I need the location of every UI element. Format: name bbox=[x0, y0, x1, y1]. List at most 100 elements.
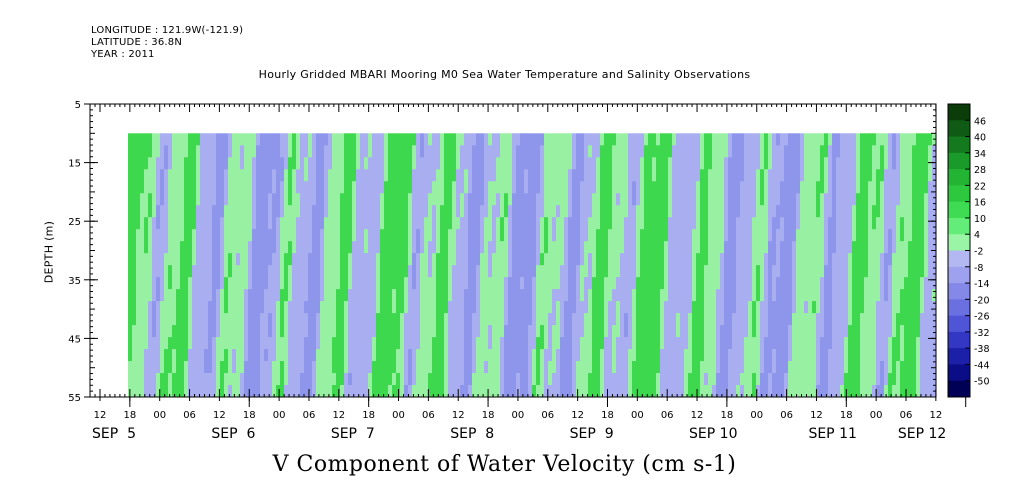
heatmap-cell bbox=[580, 277, 585, 290]
heatmap-cell bbox=[460, 265, 465, 278]
heatmap-cell bbox=[892, 157, 897, 170]
heatmap-cell bbox=[692, 265, 697, 278]
heatmap-cell bbox=[480, 253, 485, 266]
heatmap-cell bbox=[700, 193, 705, 206]
heatmap-cell bbox=[748, 229, 753, 242]
heatmap-cell bbox=[804, 361, 809, 374]
heatmap-cell bbox=[928, 349, 933, 362]
heatmap-cell bbox=[888, 325, 893, 338]
heatmap-cell bbox=[876, 181, 881, 194]
heatmap-cell bbox=[152, 313, 157, 326]
heatmap-cell bbox=[448, 205, 453, 218]
heatmap-cell bbox=[928, 325, 933, 338]
heatmap-cell bbox=[208, 253, 213, 266]
heatmap-cell bbox=[564, 253, 569, 266]
heatmap-cell bbox=[528, 313, 533, 326]
heatmap-cell bbox=[552, 373, 557, 386]
heatmap-cell bbox=[648, 133, 653, 146]
heatmap-cell bbox=[272, 193, 277, 206]
heatmap-cell bbox=[184, 349, 189, 362]
heatmap-cell bbox=[708, 385, 713, 397]
heatmap-cell bbox=[820, 361, 825, 374]
heatmap-cell bbox=[468, 169, 473, 182]
heatmap-cell bbox=[612, 385, 617, 397]
heatmap-cell bbox=[536, 265, 541, 278]
heatmap-cell bbox=[552, 361, 557, 374]
heatmap-cell bbox=[888, 385, 893, 397]
heatmap-cell bbox=[584, 193, 589, 206]
heatmap-cell bbox=[540, 157, 545, 170]
heatmap-cell bbox=[280, 373, 285, 386]
heatmap-cell bbox=[664, 385, 669, 397]
heatmap-cell bbox=[668, 265, 673, 278]
heatmap-cell bbox=[424, 337, 429, 350]
heatmap-cell bbox=[128, 169, 133, 182]
heatmap-cell bbox=[528, 349, 533, 362]
heatmap-cell bbox=[556, 193, 561, 206]
heatmap-cell bbox=[724, 349, 729, 362]
heatmap-cell bbox=[528, 133, 533, 146]
heatmap-cell bbox=[776, 217, 781, 230]
heatmap-cell bbox=[920, 229, 925, 242]
heatmap-cell bbox=[216, 361, 221, 374]
heatmap-cell bbox=[808, 157, 813, 170]
heatmap-cell bbox=[376, 289, 381, 302]
heatmap-cell bbox=[232, 349, 237, 362]
heatmap-cell bbox=[276, 313, 281, 326]
heatmap-cell bbox=[380, 337, 385, 350]
heatmap-cell bbox=[628, 169, 633, 182]
x-hour-label: 00 bbox=[870, 410, 883, 421]
heatmap-cell bbox=[436, 301, 441, 314]
heatmap-cell bbox=[828, 253, 833, 266]
heatmap-cell bbox=[692, 325, 697, 338]
heatmap-cell bbox=[796, 157, 801, 170]
heatmap-cell bbox=[448, 337, 453, 350]
heatmap-cell bbox=[244, 385, 249, 397]
heatmap-cell bbox=[368, 277, 373, 290]
heatmap-cell bbox=[276, 277, 281, 290]
heatmap-cell bbox=[844, 253, 849, 266]
heatmap-cell bbox=[664, 133, 669, 146]
heatmap-cell bbox=[528, 289, 533, 302]
heatmap-cell bbox=[752, 361, 757, 374]
heatmap-cell bbox=[408, 217, 413, 230]
heatmap-cell bbox=[492, 181, 497, 194]
heatmap-cell bbox=[596, 373, 601, 386]
heatmap-cell bbox=[436, 133, 441, 146]
heatmap-cell bbox=[168, 361, 173, 374]
heatmap-cell bbox=[740, 265, 745, 278]
heatmap-cell bbox=[232, 289, 237, 302]
heatmap-cell bbox=[144, 157, 149, 170]
heatmap-cell bbox=[684, 193, 689, 206]
heatmap-cell bbox=[608, 325, 613, 338]
heatmap-cell bbox=[916, 277, 921, 290]
heatmap-cell bbox=[284, 229, 289, 242]
heatmap-cell bbox=[588, 277, 593, 290]
heatmap-cell bbox=[316, 349, 321, 362]
heatmap-cell bbox=[344, 313, 349, 326]
heatmap-cell bbox=[676, 145, 681, 158]
heatmap-cell bbox=[340, 193, 345, 206]
heatmap-cell bbox=[424, 349, 429, 362]
heatmap-cell bbox=[524, 385, 529, 397]
heatmap-cell bbox=[184, 373, 189, 386]
heatmap-cell bbox=[356, 325, 361, 338]
heatmap-cell bbox=[880, 241, 885, 254]
heatmap-cell bbox=[428, 193, 433, 206]
heatmap-cell bbox=[168, 313, 173, 326]
heatmap-cell bbox=[428, 373, 433, 386]
heatmap-cell bbox=[796, 145, 801, 158]
heatmap-cell bbox=[172, 385, 177, 397]
heatmap-cell bbox=[136, 325, 141, 338]
heatmap-cell bbox=[316, 133, 321, 146]
heatmap-cell bbox=[620, 373, 625, 386]
heatmap-cell bbox=[176, 229, 181, 242]
heatmap-cell bbox=[764, 313, 769, 326]
x-hour-label: 06 bbox=[303, 410, 316, 421]
heatmap-cell bbox=[160, 181, 165, 194]
heatmap-cell bbox=[768, 373, 773, 386]
heatmap-cell bbox=[476, 157, 481, 170]
heatmap-cell bbox=[232, 313, 237, 326]
heatmap-cell bbox=[768, 217, 773, 230]
heatmap-cell bbox=[576, 361, 581, 374]
